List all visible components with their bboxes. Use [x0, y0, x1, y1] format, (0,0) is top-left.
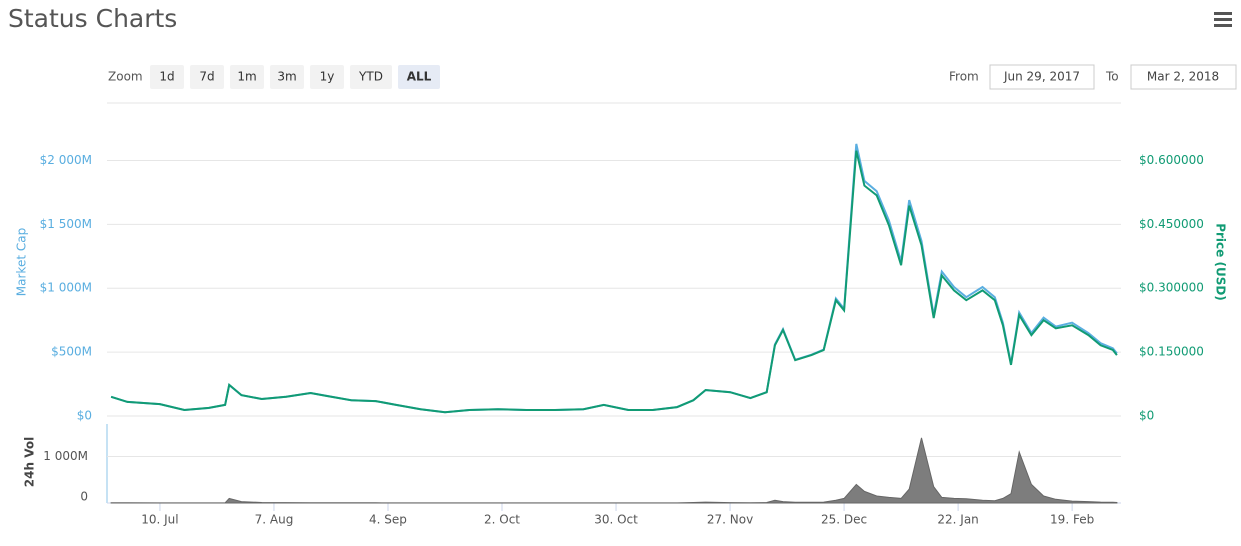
to-input[interactable] [1130, 64, 1237, 90]
from-label: From [949, 70, 979, 84]
zoom-button[interactable] [150, 65, 184, 89]
volume-area [110, 437, 1118, 504]
zoom-button[interactable] [310, 65, 344, 89]
y-tick-label: 0 [80, 490, 88, 504]
to-label: To [1105, 70, 1119, 84]
x-tick-label: 25. Dec [821, 513, 867, 527]
x-tick-label: 2. Oct [484, 513, 520, 527]
y-tick-label: $2 000M [40, 153, 92, 167]
zoom-button[interactable] [230, 65, 264, 89]
zoom-button[interactable] [398, 65, 440, 89]
y2-tick-label: $0 [1139, 409, 1154, 423]
page-title: Status Charts [8, 4, 177, 33]
zoom-button[interactable] [350, 65, 392, 89]
x-tick-label: 30. Oct [594, 513, 638, 527]
y-tick-label: 1 000M [43, 449, 88, 463]
menu-bar [1214, 24, 1232, 27]
y-tick-label: $1 500M [40, 217, 92, 231]
zoom-button-label: ALL [407, 70, 432, 84]
zoom-buttons: 1d 7d 1m 3m 1y YTD ALL [150, 65, 440, 89]
y-tick-label: $0 [77, 409, 92, 423]
line-series [110, 150, 1118, 414]
zoom-button-label: YTD [358, 70, 383, 84]
menu-bar [1214, 18, 1232, 21]
from-input[interactable] [989, 64, 1095, 90]
zoom-button-label: 1m [237, 70, 256, 84]
y2-axis-title: Price (USD) [1214, 223, 1228, 301]
y2-tick-label: $0.150000 [1139, 345, 1204, 359]
zoom-button[interactable] [270, 65, 304, 89]
zoom-button[interactable] [190, 65, 224, 89]
zoom-label: Zoom [108, 70, 143, 84]
x-tick-label: 19. Feb [1050, 513, 1094, 527]
menu-bar [1214, 12, 1232, 15]
y-axis-title: Market Cap [15, 228, 29, 296]
x-tick-label: 4. Sep [369, 513, 407, 527]
x-tick-label: 27. Nov [707, 513, 753, 527]
y-tick-label: $1 000M [40, 281, 92, 295]
y-axis-title: 24h Vol [23, 437, 37, 487]
zoom-button-label: 1y [320, 70, 335, 84]
y2-tick-label: $0.300000 [1139, 281, 1204, 295]
x-tick-label: 10. Jul [141, 513, 178, 527]
y2-tick-label: $0.600000 [1139, 153, 1204, 167]
x-tick-label: 7. Aug [255, 513, 294, 527]
zoom-button-label: 7d [199, 70, 214, 84]
zoom-button-label: 3m [277, 70, 296, 84]
y-tick-label: $500M [51, 345, 92, 359]
from-date: Jun 29, 2017 [1003, 70, 1080, 84]
menu-button[interactable] [1214, 12, 1232, 27]
y2-tick-label: $0.450000 [1139, 217, 1204, 231]
to-date: Mar 2, 2018 [1147, 70, 1219, 84]
line-series [110, 143, 1118, 414]
zoom-button-label: 1d [159, 70, 174, 84]
x-tick-label: 22. Jan [937, 513, 978, 527]
